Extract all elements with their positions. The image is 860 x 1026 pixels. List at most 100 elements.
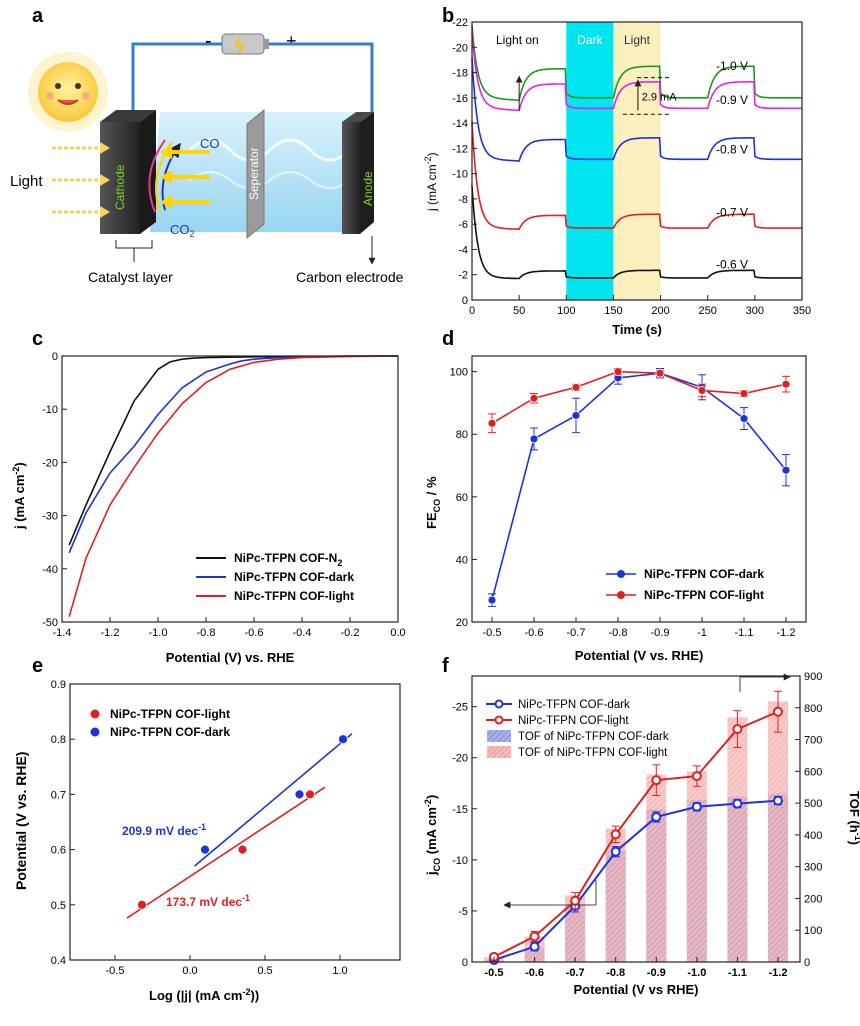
data-point	[781, 379, 791, 389]
y-tick-label: -8	[458, 194, 468, 206]
legend-swatch-3	[487, 746, 511, 758]
data-point	[739, 389, 749, 398]
data-point	[571, 382, 581, 392]
x-tick-label: 300	[746, 305, 764, 317]
x-tick-label: -1.1	[735, 627, 754, 639]
series-line-2	[471, 57, 802, 162]
y-tick-label: 60	[456, 492, 468, 504]
x-tick-label: -0.2	[341, 627, 360, 639]
series-line-0	[493, 799, 779, 961]
data-point	[739, 414, 749, 423]
x-tick-label: -1	[697, 627, 707, 639]
legend-label-0: NiPc-TFPN COF-dark	[644, 567, 764, 581]
y-tick-label: 20	[456, 617, 468, 629]
y2-tick-label: 100	[804, 925, 822, 937]
x-tick-label: -0.6	[245, 627, 264, 639]
series-line-1	[68, 355, 399, 554]
y-tick-label: 0.9	[51, 679, 66, 691]
y2-tick-label: 800	[804, 703, 822, 715]
y-tick-label: -6	[458, 219, 468, 231]
x-tick-label: -1.1	[728, 967, 747, 979]
data-point	[338, 734, 348, 745]
data-point	[732, 724, 743, 735]
y2-tick-label: 900	[804, 671, 822, 683]
x-tick-label: 0	[469, 305, 475, 317]
data-point	[773, 706, 783, 717]
legend-label-0: NiPc-TFPN COF-N2	[234, 551, 342, 568]
legend-label-1: NiPc-TFPN COF-light	[518, 715, 629, 727]
svg-text:CO2: CO2	[170, 222, 195, 239]
plot-frame	[61, 355, 399, 623]
light-slope-label: 173.7 mV dec-1	[166, 893, 250, 909]
bar-1-5	[686, 771, 707, 962]
series-line-3	[471, 121, 802, 230]
carbon-electrode-label: Carbon electrode	[296, 269, 404, 285]
fit-line-0	[126, 786, 326, 919]
legend-marker-1	[90, 727, 100, 737]
x-axis-label: Potential (V) vs. RHE	[166, 650, 295, 665]
y-tick-label: -16	[452, 93, 468, 105]
y-tick-label: -50	[42, 617, 58, 629]
cathode-top	[100, 110, 156, 122]
dark-slope-label: 209.9 mV dec-1	[122, 822, 206, 838]
x-tick-label: -0.9	[647, 967, 666, 979]
series-line-1	[493, 710, 779, 958]
data-point	[200, 844, 210, 855]
light-arrows	[52, 146, 100, 214]
wire-right	[269, 42, 374, 118]
series-line-0	[471, 25, 802, 102]
legend-marker-0	[494, 699, 504, 709]
series-label-3: -0.7 V	[716, 206, 748, 220]
chart-d-faradaic-efficiency: NiPc-TFPN COF-dark NiPc-TFPN COF-light -0.…	[424, 355, 807, 663]
y-tick-label: 0	[462, 295, 468, 307]
y-tick-label: -40	[42, 564, 58, 576]
x-tick-label: 0.0	[390, 627, 405, 639]
plot-frame	[471, 675, 801, 963]
y-tick-label: 0	[462, 957, 468, 969]
data-point	[610, 846, 621, 857]
y-tick-label: -22	[452, 17, 468, 29]
bar-1-3	[605, 828, 626, 962]
y-tick-label: -10	[452, 855, 468, 867]
y2-axis-label: TOF (h-1)	[847, 791, 860, 845]
y-axis-label: FECO / %	[424, 476, 442, 529]
y2-tick-label: 200	[804, 893, 822, 905]
chart-c-lsv: NiPc-TFPN COF-N2 NiPc-TFPN COF-dark NiPc-T…	[11, 351, 406, 665]
legend-label-1: NiPc-TFPN COF-dark	[110, 725, 230, 739]
data-point	[613, 367, 623, 377]
x-tick-label: -0.4	[293, 627, 312, 639]
legend-marker-1	[494, 715, 504, 725]
region-light	[613, 22, 661, 300]
series-line-0	[491, 372, 787, 601]
data-point	[655, 368, 665, 378]
y-tick-label: -10	[42, 404, 58, 416]
y-tick-label: -2	[458, 270, 468, 282]
x-tick-label: -0.7	[567, 627, 586, 639]
plot-frame	[471, 21, 803, 301]
y-tick-label: -14	[452, 118, 468, 130]
light-on-label: Light on	[496, 33, 539, 47]
y2-tick-label: 300	[804, 862, 822, 874]
panel-label-d: d	[442, 328, 454, 350]
chart-f-jco-tof: NiPc-TFPN COF-dark NiPc-TFPN COF-light TOF…	[423, 671, 860, 997]
x-tick-label: -0.8	[197, 627, 216, 639]
panel-label-c: c	[32, 328, 43, 350]
legend-marker-0	[617, 570, 625, 578]
y2-tick-label: 700	[804, 735, 822, 747]
fit-line-1	[193, 733, 353, 867]
separator-label: Seperator	[247, 147, 261, 200]
data-point	[773, 795, 783, 806]
y2-tick-label: 400	[804, 830, 822, 842]
separator	[246, 108, 265, 240]
data-point	[781, 465, 791, 475]
data-point	[732, 798, 743, 809]
y-axis-label: j (mA cm-2)	[11, 462, 27, 530]
y-tick-label: 100	[450, 367, 468, 379]
bar-1-6	[727, 717, 748, 962]
data-point	[529, 931, 540, 942]
x-tick-label: -0.5	[485, 967, 504, 979]
y2-tick-label: 0	[804, 957, 810, 969]
data-point	[529, 941, 540, 952]
data-point	[571, 411, 581, 420]
